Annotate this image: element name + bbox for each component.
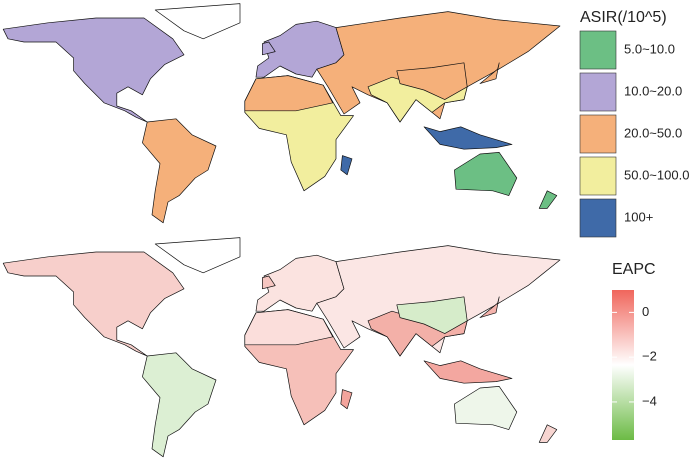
land: [479, 296, 500, 318]
land: [2, 251, 185, 357]
legend-title: EAPC: [612, 261, 656, 278]
legend-swatch: [579, 30, 617, 70]
legend-swatch: [579, 114, 617, 154]
land: [262, 275, 276, 290]
land: [340, 389, 353, 410]
land: [479, 62, 500, 84]
land: [423, 126, 513, 150]
land: [423, 360, 513, 384]
land: [396, 62, 468, 100]
legend-label: 50.0~100.0: [624, 167, 689, 182]
colorbar-label: 0: [642, 304, 649, 319]
colorbar-label: −2: [642, 349, 657, 364]
land: [244, 75, 334, 112]
land: [262, 41, 276, 56]
legend-title: ASIR(/10^5): [580, 9, 667, 26]
land: [340, 155, 353, 176]
land: [454, 152, 518, 196]
land: [142, 352, 217, 458]
land: [2, 17, 185, 123]
legend-label: 10.0~20.0: [624, 83, 682, 98]
eapc-map: [2, 237, 561, 458]
colorbar: [612, 290, 634, 440]
legend-label: 20.0~50.0: [624, 125, 682, 140]
land: [538, 424, 558, 443]
land: [154, 237, 241, 274]
land: [454, 386, 518, 430]
land: [538, 190, 558, 209]
land: [154, 3, 241, 40]
colorbar-label: −4: [642, 393, 657, 408]
land: [396, 296, 468, 334]
land: [142, 118, 217, 224]
legend-label: 100+: [624, 209, 653, 224]
legend-swatch: [579, 198, 617, 238]
land: [244, 309, 334, 346]
legend-swatch: [579, 156, 617, 196]
legend-swatch: [579, 72, 617, 112]
legend-label: 5.0~10.0: [624, 41, 675, 56]
asir-map: [2, 3, 561, 224]
